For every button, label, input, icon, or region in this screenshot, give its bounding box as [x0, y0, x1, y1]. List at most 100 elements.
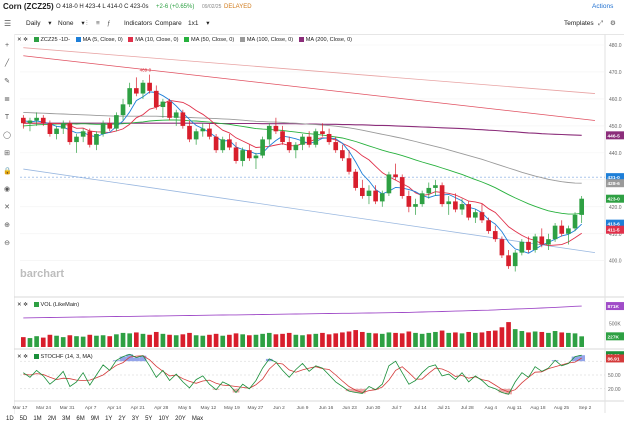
time-range-button[interactable]: 5Y [145, 416, 153, 422]
y-tick-label: 460.0 [609, 97, 622, 103]
volume-tick-label: 500K [609, 322, 621, 328]
time-range-button[interactable]: 5D [19, 416, 28, 422]
close-icon[interactable]: ✕ [17, 354, 22, 360]
volume-bar [80, 336, 86, 347]
candle [200, 128, 206, 132]
volume-bar [94, 335, 99, 347]
measure-icon[interactable]: ⊞ [4, 150, 10, 157]
candle [153, 90, 159, 108]
volume-bar [300, 335, 305, 347]
settings-icon[interactable]: ✲ [23, 354, 28, 360]
fullscreen-icon[interactable]: ⤢ [598, 20, 604, 27]
volume-bar [100, 335, 106, 347]
candle [160, 101, 166, 108]
volume-bar [512, 329, 518, 347]
volume-bar [27, 338, 33, 347]
time-range-button[interactable]: 20Y [175, 416, 186, 422]
menu-icon[interactable]: ☰ [4, 19, 12, 28]
time-range-button[interactable]: 1Y [105, 416, 113, 422]
candle [233, 147, 239, 161]
time-range-button[interactable]: 9M [90, 416, 100, 422]
actions-button[interactable]: Actions [592, 3, 614, 10]
symbol-title: Corn (ZCZ25) [3, 2, 54, 11]
zoom-in-icon[interactable]: ⊕ [4, 222, 10, 229]
time-range-button[interactable]: 2Y [118, 416, 126, 422]
volume-bar [153, 331, 159, 347]
pen-icon[interactable]: ✎ [4, 78, 10, 85]
price-label-badge [606, 225, 624, 234]
time-range-button[interactable]: 3Y [131, 416, 140, 422]
crosshair-icon[interactable]: + [4, 42, 10, 49]
candle [94, 133, 99, 145]
candle [300, 136, 305, 145]
candle [213, 136, 219, 151]
time-range-button[interactable]: 1M [33, 416, 42, 422]
volume-bar [566, 332, 571, 347]
lock-icon[interactable]: 🔒 [3, 168, 12, 175]
time-range-button[interactable]: 6M [76, 416, 85, 422]
candle [399, 177, 405, 197]
volume-bar [379, 333, 385, 347]
volume-bar [273, 334, 279, 347]
x-tick-label: Jul 28 [461, 405, 474, 411]
volume-bar [506, 322, 511, 347]
volume-bar [306, 334, 312, 347]
close-icon[interactable]: ✕ [17, 302, 22, 308]
time-range-button[interactable]: Max [191, 416, 204, 422]
y-tick-label: 420.0 [609, 205, 622, 211]
templates-button[interactable]: Templates [564, 20, 594, 27]
layout-dropdown[interactable]: 1x1 ▾ [188, 14, 216, 34]
candle [140, 82, 146, 94]
open-interest-line [23, 305, 582, 319]
volume-bar [193, 335, 199, 347]
candle [552, 225, 558, 240]
legend-symbol: ZCZ25 -1D- [40, 37, 71, 43]
x-tick-label: Mar 31 [60, 405, 75, 411]
candle [506, 255, 511, 267]
interval-dropdown[interactable]: Daily ▾ [26, 14, 58, 34]
price-label-text: 428-6 [608, 181, 621, 187]
price-label-badge [606, 179, 624, 188]
zoom-out-icon[interactable]: ⊖ [4, 240, 10, 247]
settings-icon[interactable]: ⚙ [610, 20, 616, 27]
settings-icon[interactable]: ✲ [23, 302, 28, 308]
time-range-button[interactable]: 3M [62, 416, 71, 422]
time-range-button[interactable]: 1D [6, 416, 14, 422]
candle [579, 198, 585, 215]
ohlc-quote: O 418-0 H 423-4 L 414-0 C 423-0s [56, 4, 149, 10]
price-label-text: 411-5 [608, 228, 620, 234]
bar-icon[interactable]: ≡ [96, 20, 100, 27]
legend-ma50: MA (50, Close, 0) [191, 37, 235, 43]
trash-icon[interactable]: ✕ [4, 204, 10, 211]
candle [167, 101, 172, 118]
trendline-icon[interactable]: ╱ [4, 60, 10, 67]
stoch-tick-label: 20.00 [608, 387, 621, 393]
stoch-swatch [33, 354, 39, 360]
volume-bar [453, 332, 458, 347]
eye-icon[interactable]: ◉ [3, 186, 11, 193]
time-range-button[interactable]: 2M [47, 416, 57, 422]
function-icon[interactable]: ƒ [107, 20, 111, 27]
candle [87, 131, 93, 145]
candle-icon[interactable]: ⫶ [86, 20, 88, 27]
time-range-button[interactable]: 10Y [158, 416, 170, 422]
x-tick-label: Jun 23 [342, 405, 357, 411]
shapes-icon[interactable]: ◯ [3, 132, 11, 139]
drawing-toolbar: + ╱ ✎ ≣ T ◯ ⊞ 🔒 ◉ ✕ ⊕ ⊖ [0, 34, 15, 414]
volume-bar [393, 332, 398, 347]
type-dropdown[interactable]: None ▾ [58, 14, 91, 34]
x-tick-label: Aug 18 [530, 405, 546, 411]
indicators-button[interactable]: Indicators [124, 20, 153, 27]
settings-icon[interactable]: ✲ [23, 37, 28, 43]
fib-icon[interactable]: ≣ [4, 96, 10, 103]
text-icon[interactable]: T [4, 114, 10, 121]
candle [479, 212, 485, 221]
stoch-label-text: 86.91 [608, 356, 620, 362]
volume-bar [433, 331, 438, 347]
close-icon[interactable]: ✕ [17, 37, 22, 43]
volume-bar [167, 334, 172, 347]
compare-button[interactable]: Compare [155, 20, 182, 27]
x-tick-label: May 27 [248, 405, 264, 411]
